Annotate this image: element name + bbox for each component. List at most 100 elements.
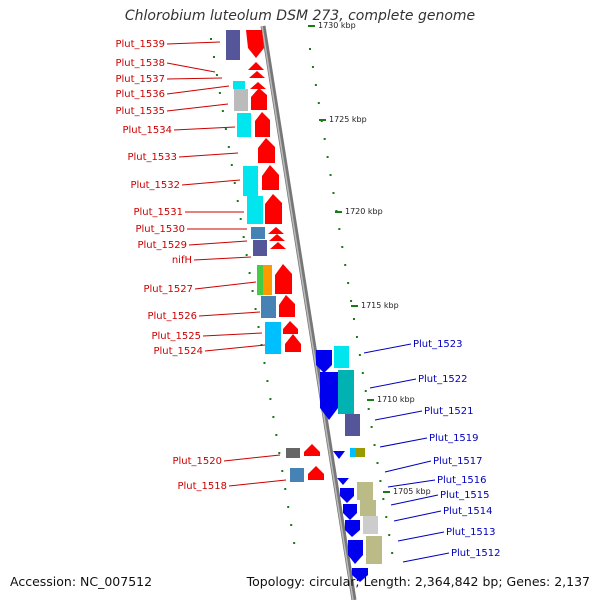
gene-label-plut_1521: Plut_1521 <box>424 406 474 417</box>
tick <box>364 390 367 392</box>
gene-arrow <box>285 334 301 352</box>
tick <box>323 138 326 140</box>
gene-arrow <box>345 520 360 537</box>
feature-block <box>360 500 376 516</box>
label-leader <box>181 179 241 186</box>
genome-backbone-highlight <box>261 25 354 600</box>
gene-label-plut_1520: Plut_1520 <box>172 456 222 467</box>
tick <box>275 434 278 436</box>
feature-block <box>237 113 251 137</box>
reverse-gene-labels: Plut_1523 Plut_1522 Plut_1521 Plut_1519 Plut… <box>363 339 501 563</box>
gene-arrow <box>343 504 357 520</box>
tick <box>376 462 379 464</box>
tick <box>317 102 320 104</box>
gene-arrow <box>304 444 320 456</box>
feature-block <box>350 448 356 457</box>
gene-label-plut_1523: Plut_1523 <box>413 339 463 350</box>
tick <box>233 182 236 184</box>
feature-block <box>233 81 245 89</box>
tick <box>382 498 385 500</box>
gene-arrow <box>255 112 270 137</box>
tick <box>239 218 242 220</box>
map-title: Chlorobium luteolum DSM 273, complete ge… <box>124 8 476 24</box>
tick <box>212 56 215 58</box>
kbp-label: 1720 kbp <box>345 207 383 216</box>
tick <box>309 48 311 50</box>
tick <box>332 192 335 194</box>
label-leader <box>228 479 287 487</box>
tick <box>290 524 293 526</box>
feature-block <box>243 166 258 196</box>
label-leader <box>397 531 445 542</box>
kbp-tick <box>367 399 374 401</box>
kbp-label: 1705 kbp <box>393 487 431 496</box>
tick <box>242 236 245 238</box>
kbp-label: 1710 kbp <box>377 395 415 404</box>
gene-label-plut_1529: Plut_1529 <box>137 240 187 251</box>
label-leader <box>384 460 432 473</box>
kbp-label: 1730 kbp <box>318 21 356 30</box>
gene-label-plut_1525: Plut_1525 <box>151 331 201 342</box>
gene-arrow <box>265 194 282 224</box>
feature-block <box>261 296 276 318</box>
kbp-label: 1715 kbp <box>361 301 399 310</box>
label-leader <box>193 256 252 261</box>
tick <box>361 372 364 374</box>
gene-label-plut_1516: Plut_1516 <box>437 475 487 486</box>
kbp-tick <box>308 25 315 27</box>
gene-label-nifh: nifH <box>172 255 192 266</box>
tick <box>314 84 317 86</box>
gene-arrow <box>320 372 338 420</box>
gene-label-plut_1512: Plut_1512 <box>451 548 501 559</box>
tick <box>287 506 290 508</box>
tick <box>215 74 218 76</box>
gene-label-plut_1530: Plut_1530 <box>135 224 185 235</box>
gene-arrow <box>246 30 264 58</box>
tick <box>257 326 260 328</box>
tick <box>224 128 227 130</box>
feature-block <box>366 536 382 564</box>
gene-arrow <box>340 488 354 503</box>
tick <box>388 534 391 536</box>
gene-label-plut_1519: Plut_1519 <box>429 433 479 444</box>
kbp-tick <box>351 305 358 307</box>
tick <box>210 38 212 40</box>
label-leader <box>166 103 229 112</box>
forward-features <box>226 30 324 482</box>
tick <box>338 228 341 230</box>
tick <box>245 254 248 256</box>
gene-arrow <box>333 451 345 459</box>
tick-marks <box>210 38 394 554</box>
gene-label-plut_1532: Plut_1532 <box>130 180 180 191</box>
gene-label-plut_1533: Plut_1533 <box>127 152 177 163</box>
tick <box>344 264 347 266</box>
genome-backbone <box>260 25 357 600</box>
label-leader <box>198 311 261 317</box>
gene-arrow <box>248 62 264 70</box>
gene-arrow <box>268 227 284 234</box>
tick <box>379 480 382 482</box>
accession-label: Accession: NC_007512 <box>10 574 153 589</box>
feature-block <box>286 448 300 458</box>
tick <box>266 380 269 382</box>
gene-label-plut_1515: Plut_1515 <box>440 490 490 501</box>
gene-arrow <box>269 234 285 241</box>
label-leader <box>166 77 223 80</box>
gene-arrow <box>308 466 324 480</box>
genome-stats: Topology: circular; Length: 2,364,842 bp… <box>246 574 590 589</box>
label-leader <box>188 240 248 246</box>
tick <box>370 426 373 428</box>
gene-label-plut_1534: Plut_1534 <box>122 125 172 136</box>
label-leader <box>402 552 450 563</box>
tick <box>311 66 314 68</box>
label-leader <box>166 62 216 73</box>
feature-block <box>363 516 378 534</box>
gene-label-plut_1522: Plut_1522 <box>418 374 468 385</box>
tick <box>272 416 275 418</box>
gene-arrow <box>348 540 363 564</box>
label-leader <box>387 479 436 488</box>
label-leader <box>204 344 266 352</box>
feature-block <box>290 468 304 482</box>
kbp-scale: 1730 kbp 1725 kbp 1720 kbp 1715 kbp 1710 kbp… <box>308 21 431 496</box>
